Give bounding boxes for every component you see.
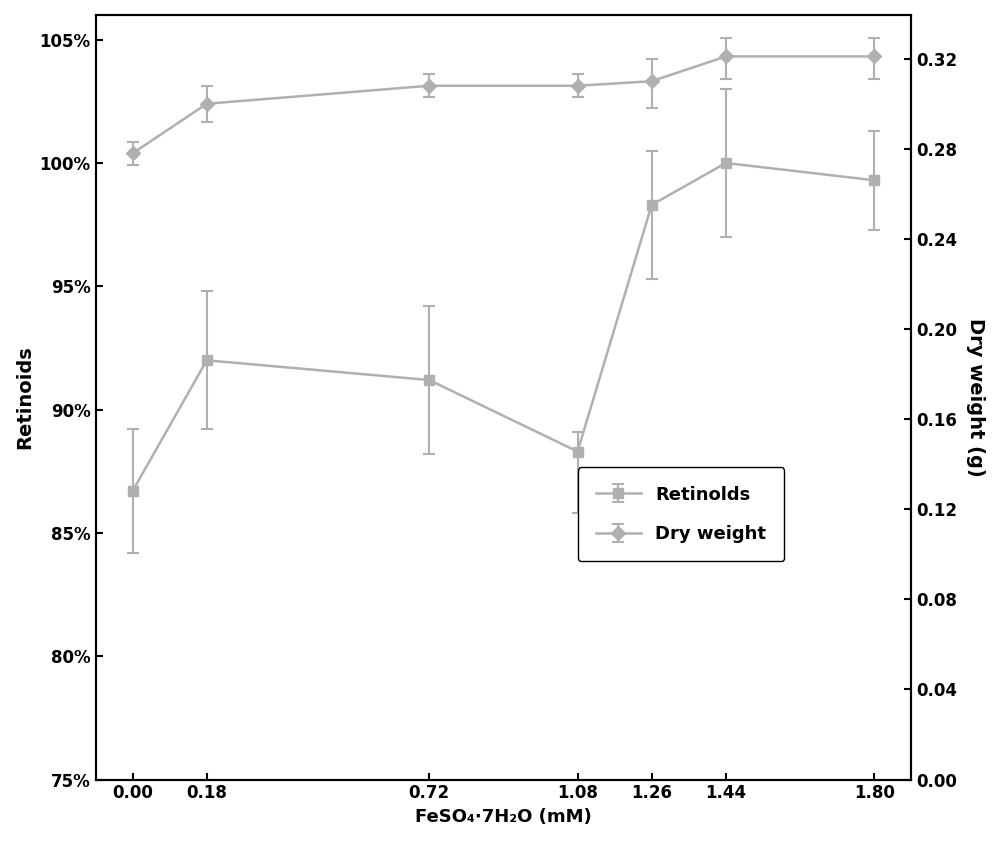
Y-axis label: Retinoids: Retinoids <box>15 346 34 449</box>
X-axis label: FeSO₄⋅7H₂O (mM): FeSO₄⋅7H₂O (mM) <box>415 808 592 826</box>
Y-axis label: Dry weight (g): Dry weight (g) <box>966 318 985 477</box>
Legend: Retinolds, Dry weight: Retinolds, Dry weight <box>578 468 784 561</box>
